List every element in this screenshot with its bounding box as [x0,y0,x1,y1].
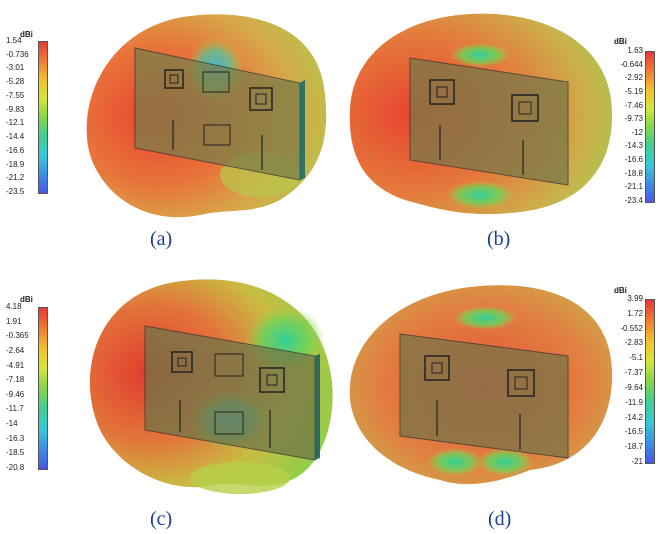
colorbar-tick-label: -18.8 [624,168,643,178]
colorbar-tick-label: -5.1 [629,353,643,363]
colorbar-gradient [645,299,655,464]
colorbar-unit: dBi [20,295,33,304]
colorbar-tick-label: -12.1 [6,118,25,128]
colorbar-tick-label: -16.5 [624,427,643,437]
colorbar-tick-label: -4.91 [6,360,25,370]
caption-c: (c) [150,508,173,530]
colorbar-tick-label: -14.4 [6,132,25,142]
colorbar-tick-label: -2.92 [624,73,643,83]
colorbar-tick-label: -16.6 [624,155,643,165]
colorbar-tick-label: 1.91 [6,316,22,326]
colorbar-a: dBi 1.54 -0.736 -3.01 -5.28 -7.55 -9.83 -12.1 -… [6,30,66,205]
colorbar-tick-label: -5.19 [624,86,643,96]
colorbar-tick-label: -7.37 [624,368,643,378]
colorbar-tick-label: -11.7 [6,404,24,414]
pattern-a [86,14,327,218]
colorbar-tick-label: -12 [631,127,643,137]
colorbar-tick-label: -21.2 [6,173,25,183]
colorbar-c: dBi 4.18 1.91 -0.365 -2.64 -4.91 -7.18 -9.46 -1… [6,295,66,475]
colorbar-tick-label: -9.73 [624,114,643,124]
colorbar-tick-label: -2.83 [624,338,643,348]
colorbar-tick-label: -23.5 [6,187,25,196]
caption-a: (a) [150,228,173,250]
colorbar-tick-label: -23.4 [624,196,643,205]
colorbar-tick-label: 1.72 [627,308,643,318]
colorbar-tick-label: -11.9 [625,397,643,407]
colorbar-tick-label: -18.7 [624,442,643,452]
colorbar-tick-label: -18.9 [6,159,25,169]
colorbar-tick-label: 3.99 [627,294,643,303]
colorbar-unit: dBi [614,286,627,295]
colorbar-tick-label: -0.644 [620,59,643,69]
colorbar-tick-label: -3.01 [6,63,25,73]
caption-b: (b) [487,228,511,250]
colorbar-tick-label: -0.736 [6,49,29,59]
colorbar-gradient [38,41,48,194]
colorbar-tick-label: -9.64 [624,382,643,392]
colorbar-tick-label: -9.83 [6,104,25,114]
colorbar-tick-label: -16.6 [6,145,25,155]
colorbar-tick-label: -14 [6,419,18,429]
colorbar-tick-label: -9.46 [6,389,25,399]
colorbar-tick-label: -7.46 [624,100,643,110]
colorbar-tick-label: -7.18 [6,375,25,385]
colorbar-unit: dBi [614,37,627,46]
colorbar-b: dBi 1.63 -0.644 -2.92 -5.19 -7.46 -9.73 -12 -14… [600,37,660,212]
colorbar-tick-label: -14.2 [624,412,643,422]
colorbar-d: dBi 3.99 1.72 -0.552 -2.83 -5.1 -7.37 -9.64 -11… [600,286,660,471]
colorbar-tick-label: 4.18 [6,302,22,311]
colorbar-tick-label: -16.3 [6,433,25,443]
colorbar-tick-label: 1.63 [627,46,643,55]
colorbar-unit: dBi [20,30,33,39]
pattern-d [349,285,613,485]
colorbar-tick-label: -2.64 [6,345,25,355]
colorbar-gradient [38,307,48,470]
colorbar-tick-label: -21.1 [624,182,643,192]
colorbar-tick-label: -5.28 [6,77,25,87]
colorbar-tick-label: -20.8 [6,463,25,472]
colorbar-tick-label: -18.5 [6,448,25,458]
colorbar-tick-label: -14.3 [624,141,643,151]
caption-d: (d) [488,508,512,530]
pattern-c [89,279,333,494]
colorbar-tick-label: -21 [631,457,643,466]
colorbar-tick-label: -0.552 [620,323,643,333]
colorbar-gradient [645,51,655,203]
colorbar-tick-label: -0.365 [6,331,29,341]
pattern-b [349,13,613,215]
colorbar-tick-label: 1.54 [6,36,22,45]
colorbar-tick-label: -7.55 [6,90,25,100]
